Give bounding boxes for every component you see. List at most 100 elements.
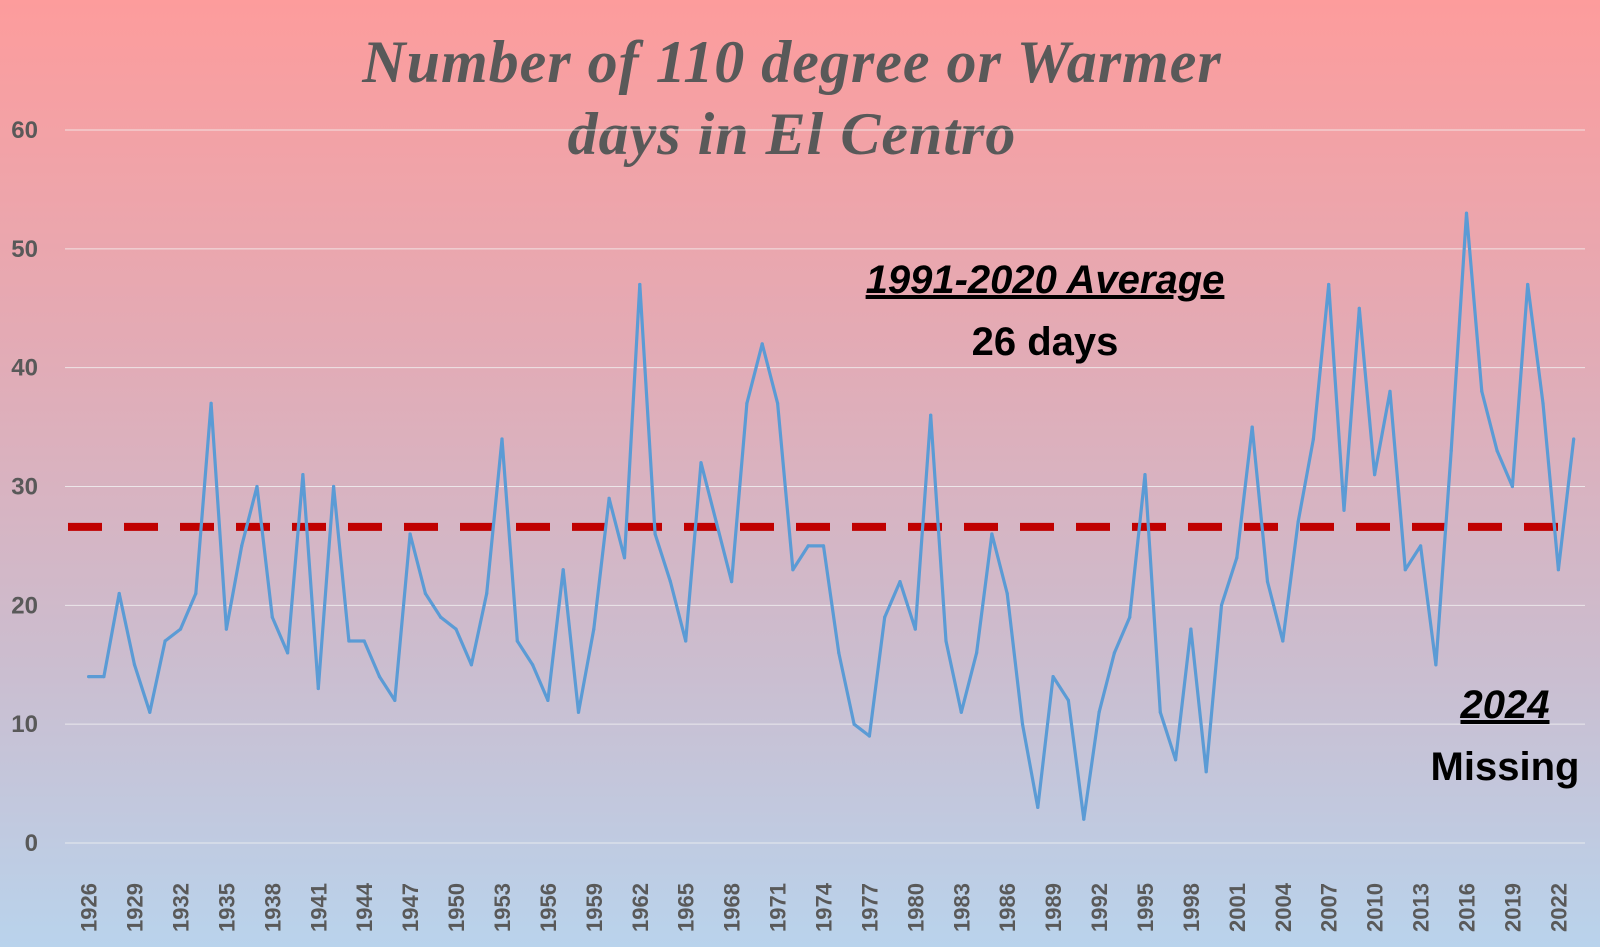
data-point [347, 639, 351, 643]
x-tick-label: 1965 [674, 883, 699, 932]
data-point [1128, 615, 1132, 619]
data-point [439, 615, 443, 619]
data-point [622, 556, 627, 560]
data-point [1235, 556, 1239, 560]
x-tick-label: 2022 [1546, 883, 1571, 932]
x-tick-label: 2007 [1317, 883, 1342, 932]
x-tick-label: 2004 [1271, 882, 1296, 932]
x-tick-label: 2016 [1455, 883, 1480, 932]
data-point [959, 710, 963, 714]
data-point [730, 580, 734, 584]
data-point [163, 639, 167, 643]
data-point [929, 413, 933, 417]
x-tick-label: 1944 [352, 882, 377, 932]
data-point [1403, 568, 1407, 572]
data-point [1219, 603, 1224, 607]
data-point [684, 639, 688, 643]
data-point [500, 437, 504, 441]
data-point [1066, 698, 1070, 703]
y-tick-label: 60 [11, 117, 38, 144]
x-tick-label: 2013 [1409, 883, 1434, 932]
data-point [240, 544, 244, 548]
data-point [408, 532, 412, 536]
data-point [607, 496, 611, 500]
data-point [975, 651, 979, 655]
data-point [1449, 449, 1453, 453]
x-tick-label: 1962 [628, 883, 653, 932]
data-point [148, 710, 152, 714]
data-point [393, 698, 397, 703]
data-point [485, 591, 489, 596]
data-point [1174, 758, 1178, 762]
data-point [1082, 817, 1086, 821]
average-annotation-title: 1991-2020 Average [866, 258, 1225, 302]
data-point [1526, 282, 1530, 287]
data-point [546, 698, 550, 703]
y-tick-label: 10 [11, 711, 38, 738]
y-tick-label: 30 [11, 474, 38, 501]
average-annotation-value: 26 days [972, 320, 1119, 364]
x-tick-label: 2010 [1363, 883, 1388, 932]
data-point [194, 591, 198, 596]
data-point [1189, 627, 1193, 631]
data-point [332, 484, 336, 489]
x-tick-label: 1950 [444, 883, 469, 932]
data-point [638, 282, 642, 287]
y-axis-ticks: 0 10 20 30 40 50 60 [11, 117, 38, 857]
data-point [515, 639, 519, 643]
data-point [1265, 580, 1270, 584]
data-point [1311, 437, 1315, 441]
data-point [1510, 484, 1514, 489]
data-point [1158, 710, 1162, 714]
data-point [1464, 211, 1469, 215]
x-tick-label: 1947 [398, 883, 423, 932]
data-point [270, 615, 274, 619]
data-point [1097, 710, 1101, 714]
x-tick-label: 1956 [536, 883, 561, 932]
data-point [561, 568, 565, 572]
x-tick-label: 1989 [1041, 883, 1066, 932]
data-point [806, 544, 810, 548]
data-point [1572, 437, 1576, 441]
data-point [714, 520, 718, 524]
data-point [1556, 568, 1560, 572]
data-point [1434, 663, 1438, 667]
data-point [760, 342, 764, 346]
x-tick-label: 1968 [720, 883, 745, 932]
data-point [852, 722, 856, 726]
x-tick-label: 1929 [123, 883, 148, 932]
data-point [1112, 651, 1116, 655]
data-point [1296, 520, 1300, 524]
x-tick-label: 1953 [490, 883, 515, 932]
x-tick-label: 1986 [995, 883, 1020, 932]
data-point [821, 544, 826, 548]
data-point [1495, 449, 1499, 453]
data-point [178, 627, 183, 631]
data-point [837, 651, 841, 655]
data-point [362, 639, 366, 643]
data-point [454, 627, 458, 631]
data-point [1480, 389, 1484, 393]
data-point [224, 627, 228, 631]
data-point [1143, 473, 1147, 477]
data-point [944, 639, 948, 643]
missing-annotation-year: 2024 [1460, 683, 1550, 727]
data-point [1327, 282, 1331, 287]
x-tick-label: 1995 [1133, 883, 1158, 932]
x-tick-label: 1983 [949, 883, 974, 932]
x-tick-label: 1998 [1179, 883, 1204, 932]
data-point [469, 663, 473, 667]
data-point [867, 734, 872, 738]
data-point [1388, 389, 1392, 393]
data-point [913, 627, 917, 631]
data-point [883, 615, 887, 619]
series-lines [87, 211, 1576, 821]
data-point [1051, 675, 1055, 679]
data-point [1250, 425, 1254, 429]
x-tick-label: 2019 [1500, 883, 1525, 932]
x-tick-label: 1932 [168, 883, 193, 932]
data-point [286, 651, 290, 655]
missing-annotation-text: Missing [1431, 745, 1580, 789]
x-axis-ticks: 1926 1929 1932 1935 1938 1941 1944 1947 1950 1953… [77, 882, 1572, 932]
y-tick-label: 50 [11, 236, 38, 263]
